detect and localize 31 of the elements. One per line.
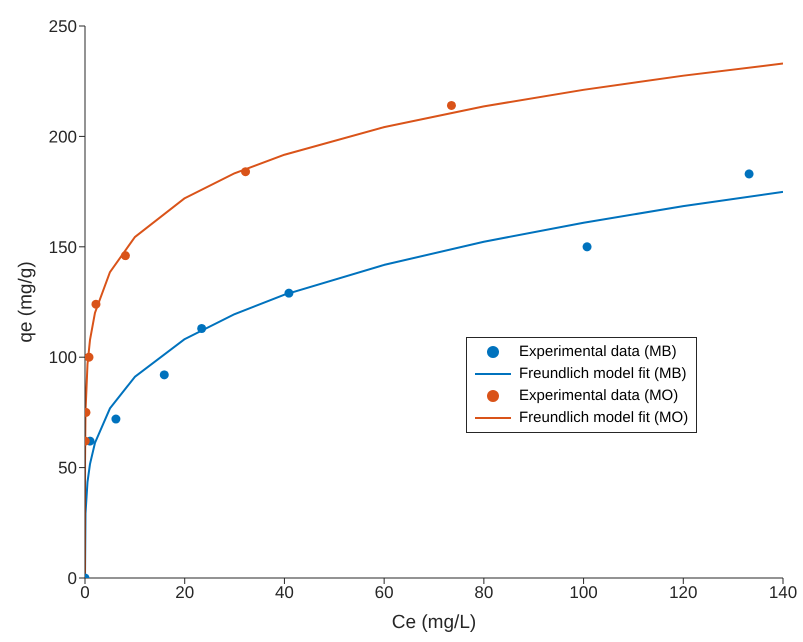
y-tick-label: 250 xyxy=(48,17,77,36)
point xyxy=(160,370,169,380)
y-tick-label: 100 xyxy=(48,348,77,368)
point xyxy=(446,100,456,110)
point xyxy=(111,414,120,424)
point xyxy=(744,169,754,178)
x-tick-label: 20 xyxy=(175,583,194,602)
point xyxy=(85,352,94,362)
point xyxy=(91,300,100,309)
x-tick-label: 100 xyxy=(569,583,598,602)
x-tick-label: 140 xyxy=(768,583,798,602)
legend-label: Freundlich model fit (MB) xyxy=(519,364,687,384)
point xyxy=(241,167,250,176)
x-axis-title: Ce (mg/L) xyxy=(392,612,476,633)
point xyxy=(120,251,130,260)
y-tick-label: 0 xyxy=(68,569,77,588)
legend-label: Experimental data (MO) xyxy=(519,386,678,406)
x-tick-label: 0 xyxy=(80,583,90,602)
point xyxy=(582,242,592,252)
x-tick-label: 60 xyxy=(374,583,394,602)
legend-label: Experimental data (MB) xyxy=(519,342,677,362)
y-tick-label: 200 xyxy=(48,127,77,146)
y-tick-label: 150 xyxy=(48,238,77,257)
point xyxy=(284,288,294,298)
point xyxy=(197,324,206,333)
x-tick-label: 120 xyxy=(669,583,698,602)
x-tick-label: 80 xyxy=(474,583,494,602)
y-axis-title: qe (mg/g) xyxy=(16,261,37,343)
y-tick-label: 50 xyxy=(58,458,77,478)
x-tick-label: 40 xyxy=(274,583,294,602)
legend-label: Freundlich model fit (MO) xyxy=(519,408,688,428)
